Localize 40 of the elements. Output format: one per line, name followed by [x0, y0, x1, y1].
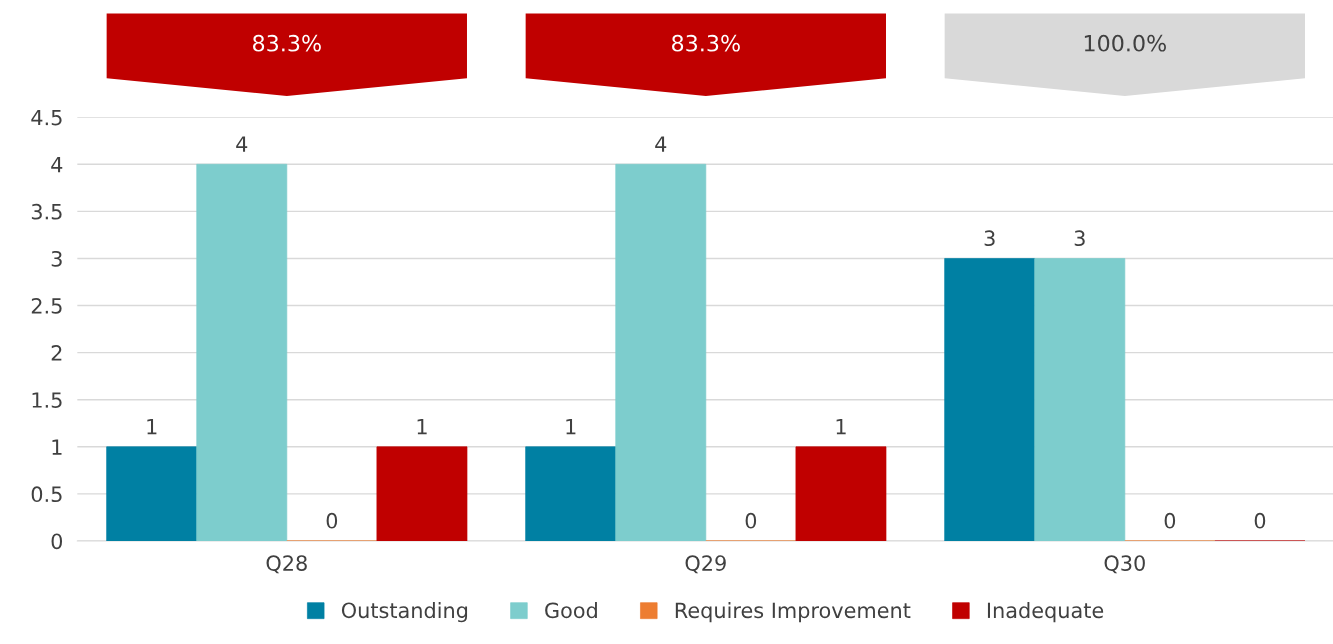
- y-tick-label: 1: [52, 439, 62, 455]
- bar: [376, 446, 468, 541]
- y-tick-label: 2: [51, 345, 62, 361]
- data-label: 1: [836, 418, 846, 435]
- legend-label: Outstanding: [341, 602, 468, 623]
- bar: [196, 163, 288, 541]
- y-tick-label: 3.5: [31, 203, 62, 220]
- text: 83.3%: [672, 34, 740, 52]
- data-label: 0: [1254, 512, 1266, 529]
- data-label: 1: [417, 418, 427, 435]
- text: 83.3%: [253, 34, 321, 52]
- y-tick-label: 4.5: [31, 109, 62, 126]
- bar: [106, 446, 198, 541]
- y-tick-label: 3: [51, 250, 62, 267]
- x-tick-label: Q29: [685, 555, 726, 574]
- y-tick-label: 4: [51, 157, 63, 173]
- y-tick-label: 0.5: [31, 486, 62, 503]
- y-tick-label: 2.5: [31, 298, 62, 314]
- data-label: 4: [236, 136, 248, 152]
- y-tick-label: 0: [51, 533, 63, 550]
- legend-label: Good: [545, 602, 597, 619]
- x-tick-label: Q30: [1104, 555, 1145, 574]
- data-label: 1: [566, 418, 576, 435]
- data-label: 0: [745, 512, 757, 529]
- y-tick-label: 1.5: [32, 392, 62, 408]
- data-label: 0: [1164, 512, 1176, 529]
- bar: [525, 446, 617, 541]
- data-label: 3: [984, 230, 995, 247]
- data-label: 1: [147, 418, 157, 435]
- legend-label: Inadequate: [987, 602, 1104, 623]
- data-label: 0: [326, 512, 338, 529]
- text: 100.0%: [1084, 34, 1166, 52]
- bar: [615, 163, 707, 541]
- bar: [795, 446, 887, 541]
- data-label: 3: [1074, 230, 1085, 247]
- bar: [944, 258, 1036, 541]
- legend-label: Requires Improvement: [675, 602, 911, 623]
- x-tick-label: Q28: [266, 555, 307, 574]
- data-label: 4: [655, 136, 667, 152]
- bar: [1034, 258, 1126, 541]
